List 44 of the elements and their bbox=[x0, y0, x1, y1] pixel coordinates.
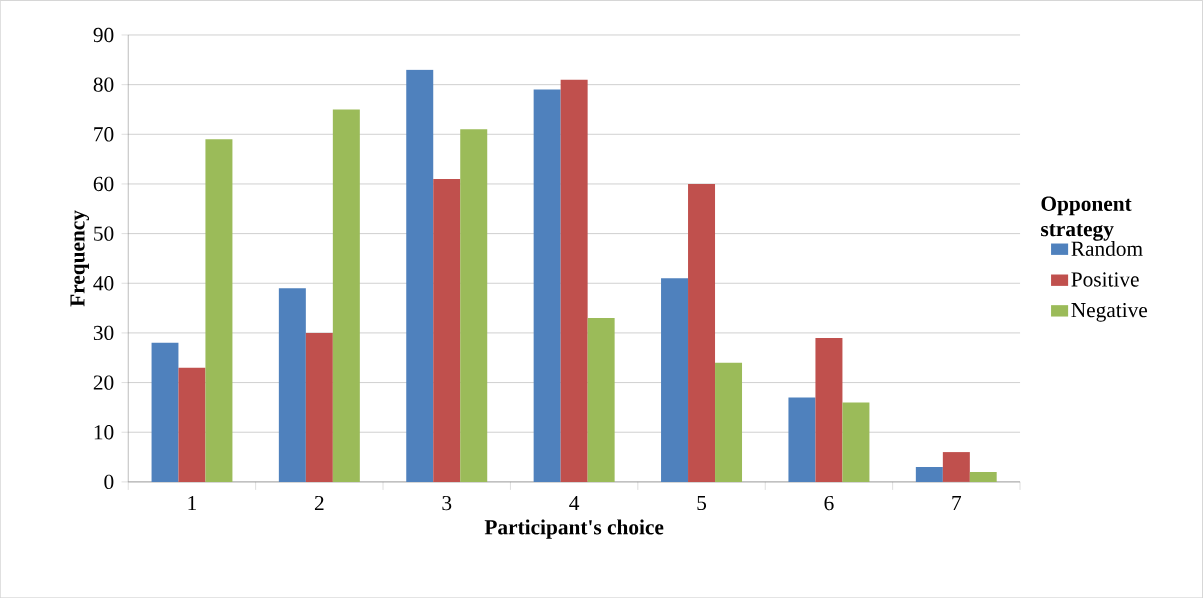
y-tick-label: 40 bbox=[93, 276, 114, 291]
y-axis-title: Frequency bbox=[70, 210, 90, 307]
bar bbox=[406, 69, 434, 482]
x-axis-title: Participant's choice bbox=[484, 519, 664, 539]
x-tick-label: 2 bbox=[314, 495, 324, 510]
y-tick-label: 80 bbox=[93, 77, 114, 92]
y-tick-label: 60 bbox=[93, 176, 114, 192]
x-tick-label: 1 bbox=[188, 495, 196, 510]
bar bbox=[788, 397, 816, 482]
legend-label: Negative bbox=[1071, 302, 1148, 322]
x-tick-label: 5 bbox=[697, 495, 707, 511]
bar bbox=[560, 79, 588, 482]
y-tick-label: 30 bbox=[93, 325, 114, 341]
x-tick-label: 7 bbox=[952, 495, 962, 510]
bar bbox=[278, 288, 306, 482]
legend-label: Random bbox=[1071, 240, 1143, 256]
bar bbox=[305, 332, 333, 482]
bar bbox=[433, 178, 461, 482]
x-tick-label: 4 bbox=[569, 495, 580, 510]
bar bbox=[942, 452, 970, 482]
bar bbox=[688, 183, 716, 482]
bar bbox=[915, 466, 943, 482]
x-tick-label: 3 bbox=[442, 495, 452, 511]
bar bbox=[533, 89, 561, 482]
bar bbox=[969, 471, 997, 482]
bar bbox=[205, 139, 233, 482]
bar bbox=[815, 337, 843, 482]
legend-label: Positive bbox=[1071, 272, 1139, 287]
bar bbox=[715, 362, 743, 482]
bar bbox=[587, 317, 615, 482]
x-tick-label: 6 bbox=[824, 495, 834, 511]
legend-title: Opponent strategy bbox=[1041, 196, 1132, 241]
bar bbox=[151, 342, 179, 482]
bar bbox=[460, 129, 488, 482]
y-tick-label: 70 bbox=[94, 127, 114, 142]
y-tick-label: 90 bbox=[93, 27, 114, 43]
y-tick-label: 10 bbox=[94, 424, 114, 440]
y-tick-label: 20 bbox=[93, 375, 114, 390]
bar bbox=[661, 278, 689, 482]
y-tick-label: 0 bbox=[104, 474, 114, 490]
y-tick-label: 50 bbox=[94, 226, 114, 241]
bar bbox=[842, 402, 870, 482]
bar bbox=[332, 109, 360, 482]
bar bbox=[178, 367, 206, 482]
